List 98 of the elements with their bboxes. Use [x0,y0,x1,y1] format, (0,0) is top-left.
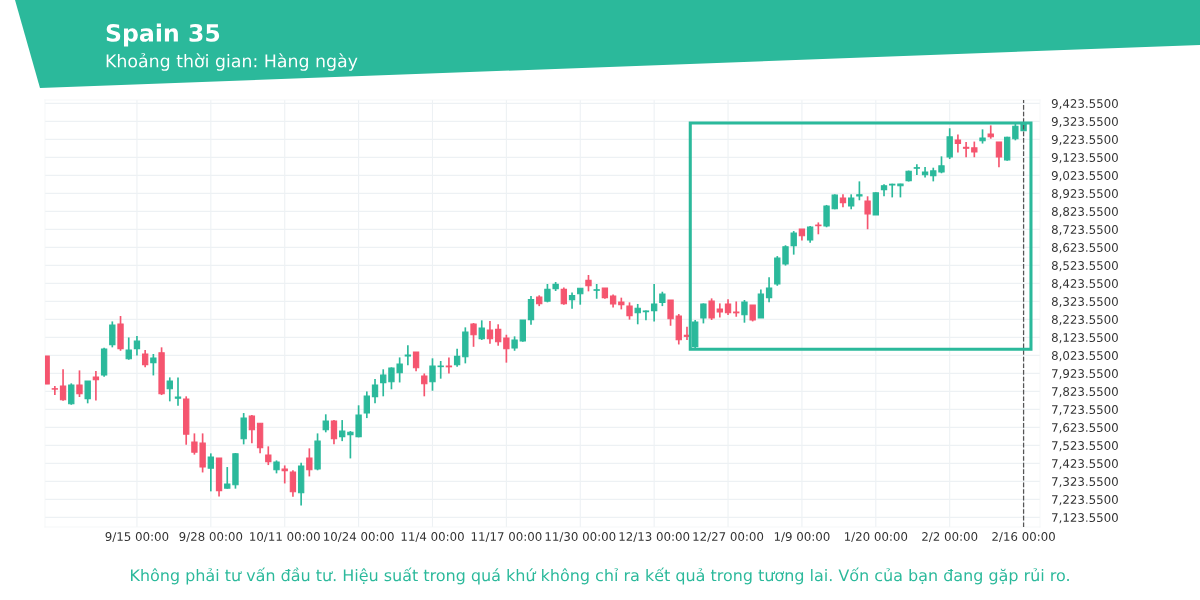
x-tick-label: 12/13 00:00 [619,532,690,542]
x-tick-label: 11/17 00:00 [471,532,542,542]
y-tick-label: 7,523.5500 [1052,441,1118,452]
candlestick [412,351,420,373]
candlestick [954,133,962,154]
candlestick [700,302,707,325]
candlestick [125,336,132,361]
x-tick-label: 9/28 00:00 [179,532,243,542]
candlestick [59,368,67,402]
candlestick [962,141,970,159]
candlestick [76,369,83,398]
candlestick [667,299,674,327]
candlestick [109,320,116,349]
candlestick [478,319,485,341]
candlestick [404,344,412,367]
candlestick [856,180,863,202]
y-tick-label: 9,123.5500 [1051,153,1118,164]
chart-subtitle: Khoảng thời gian: Hàng ngày [106,53,358,71]
candlestick [322,413,329,434]
candlestick [174,376,182,407]
x-tick-label: 11/4 00:00 [401,532,464,542]
y-tick-label: 8,723.5500 [1051,225,1118,236]
y-tick-label: 8,623.5500 [1051,243,1118,254]
x-tick-label: 1/20 00:00 [844,532,908,542]
candlestick [265,445,272,466]
candlestick [470,322,477,348]
candlestick [330,419,338,446]
candlestick [995,141,1003,169]
y-tick-label: 8,923.5500 [1051,189,1118,200]
candlestick [445,356,453,375]
candlestick [987,124,994,140]
candlestick [92,370,100,402]
candlestick [946,127,953,160]
candlestick [339,419,346,442]
y-tick-label: 8,823.5500 [1051,207,1118,218]
y-tick-label: 9,223.5500 [1051,135,1118,146]
candlestick [634,303,641,326]
y-tick-label: 9,423.5500 [1051,99,1118,110]
x-tick-label: 10/11 00:00 [250,532,320,542]
y-tick-label: 7,223.5500 [1052,495,1118,506]
x-tick-label: 11/30 00:00 [545,532,616,542]
x-tick-label: 1/9 00:00 [774,532,830,542]
y-tick-label: 7,623.5500 [1052,423,1118,434]
candlestick [51,385,59,396]
y-tick-label: 8,223.5500 [1051,315,1118,326]
candlestick [453,347,461,368]
candlestick [790,230,797,256]
candlestick [166,376,173,403]
candlestick [306,447,313,478]
y-tick-label: 7,723.5500 [1052,405,1118,416]
candlestick [289,469,297,498]
candlestick [486,320,494,345]
candlestick [281,464,288,485]
y-tick-label: 8,423.5500 [1051,279,1118,290]
y-tick-label: 7,423.5500 [1052,459,1118,470]
candlestick [741,299,748,324]
candlestick [84,380,91,405]
y-tick-label: 8,023.5500 [1051,351,1118,362]
candlestick [240,412,247,446]
x-tick-label: 9/15 00:00 [105,532,169,542]
candlestick [913,163,921,176]
y-tick-label: 7,923.5500 [1052,369,1118,380]
x-tick-label: 2/2 00:00 [922,532,978,542]
candlestick [675,313,682,346]
y-tick-label: 8,123.5500 [1051,333,1118,344]
candlestick [733,300,740,318]
candlestick [503,333,510,364]
x-tick-label: 10/24 00:00 [324,532,394,542]
y-tick-label: 7,823.5500 [1052,387,1118,398]
text: Không phải tư vấn đầu tư. Hiệu suất trong quá khứ không chỉ ra kết quả trong tương lai. Vốn của bạn đang gặp rủi ro. [131,567,1069,585]
y-tick-label: 9,023.5500 [1051,171,1118,182]
candlestick [150,353,157,377]
y-tick-label: 8,323.5500 [1051,297,1118,308]
candlestick [765,276,773,304]
candlestick [642,309,650,322]
candlestick [519,319,526,343]
candlestick [494,323,502,347]
candlestick [872,191,879,216]
candlestick [593,283,600,300]
candlestick [757,288,765,319]
candlestick [248,414,256,445]
candlestick [133,335,141,357]
y-tick-label: 7,323.5500 [1052,477,1118,488]
candlestick [371,378,379,405]
candlestick [708,297,715,321]
candlestick [421,372,428,398]
candlestick [207,452,215,493]
x-tick-label: 12/27 00:00 [693,532,764,542]
y-tick-label: 8,523.5500 [1051,261,1118,272]
candlestick [527,295,535,326]
chart-title: Spain 35 [106,23,220,47]
x-tick-label: 2/16 00:00 [992,532,1055,542]
candlestick [650,283,658,323]
candlestick [864,195,871,231]
candlestick [363,390,370,419]
candlestick [68,382,75,406]
y-tick-label: 7,123.5500 [1052,513,1118,524]
y-tick-label: 9,323.5500 [1051,117,1118,128]
